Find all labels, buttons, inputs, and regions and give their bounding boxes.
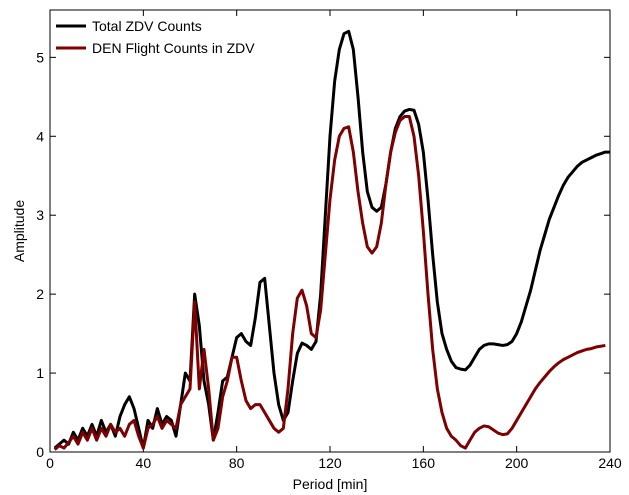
x-tick-label: 200 [505,455,529,471]
y-tick-label: 0 [36,444,44,460]
y-tick-label: 4 [36,128,44,144]
plot-frame [49,9,611,453]
x-tick-label: 120 [318,455,342,471]
x-tick-label: 40 [136,455,152,471]
y-tick-label: 3 [36,207,44,223]
x-tick-label: 80 [229,455,245,471]
x-tick-label: 0 [46,455,54,471]
x-tick-label: 240 [598,455,622,471]
legend-label: Total ZDV Counts [92,18,202,34]
y-tick-label: 1 [36,365,44,381]
series-line [53,29,610,450]
legend-label: DEN Flight Counts in ZDV [92,40,255,56]
y-axis-label: Amplitude [11,200,27,262]
y-tick-label: 2 [36,286,44,302]
x-tick-label: 160 [412,455,436,471]
y-tick-label: 5 [36,49,44,65]
x-axis-label: Period [min] [293,476,368,492]
series-line [53,115,606,451]
